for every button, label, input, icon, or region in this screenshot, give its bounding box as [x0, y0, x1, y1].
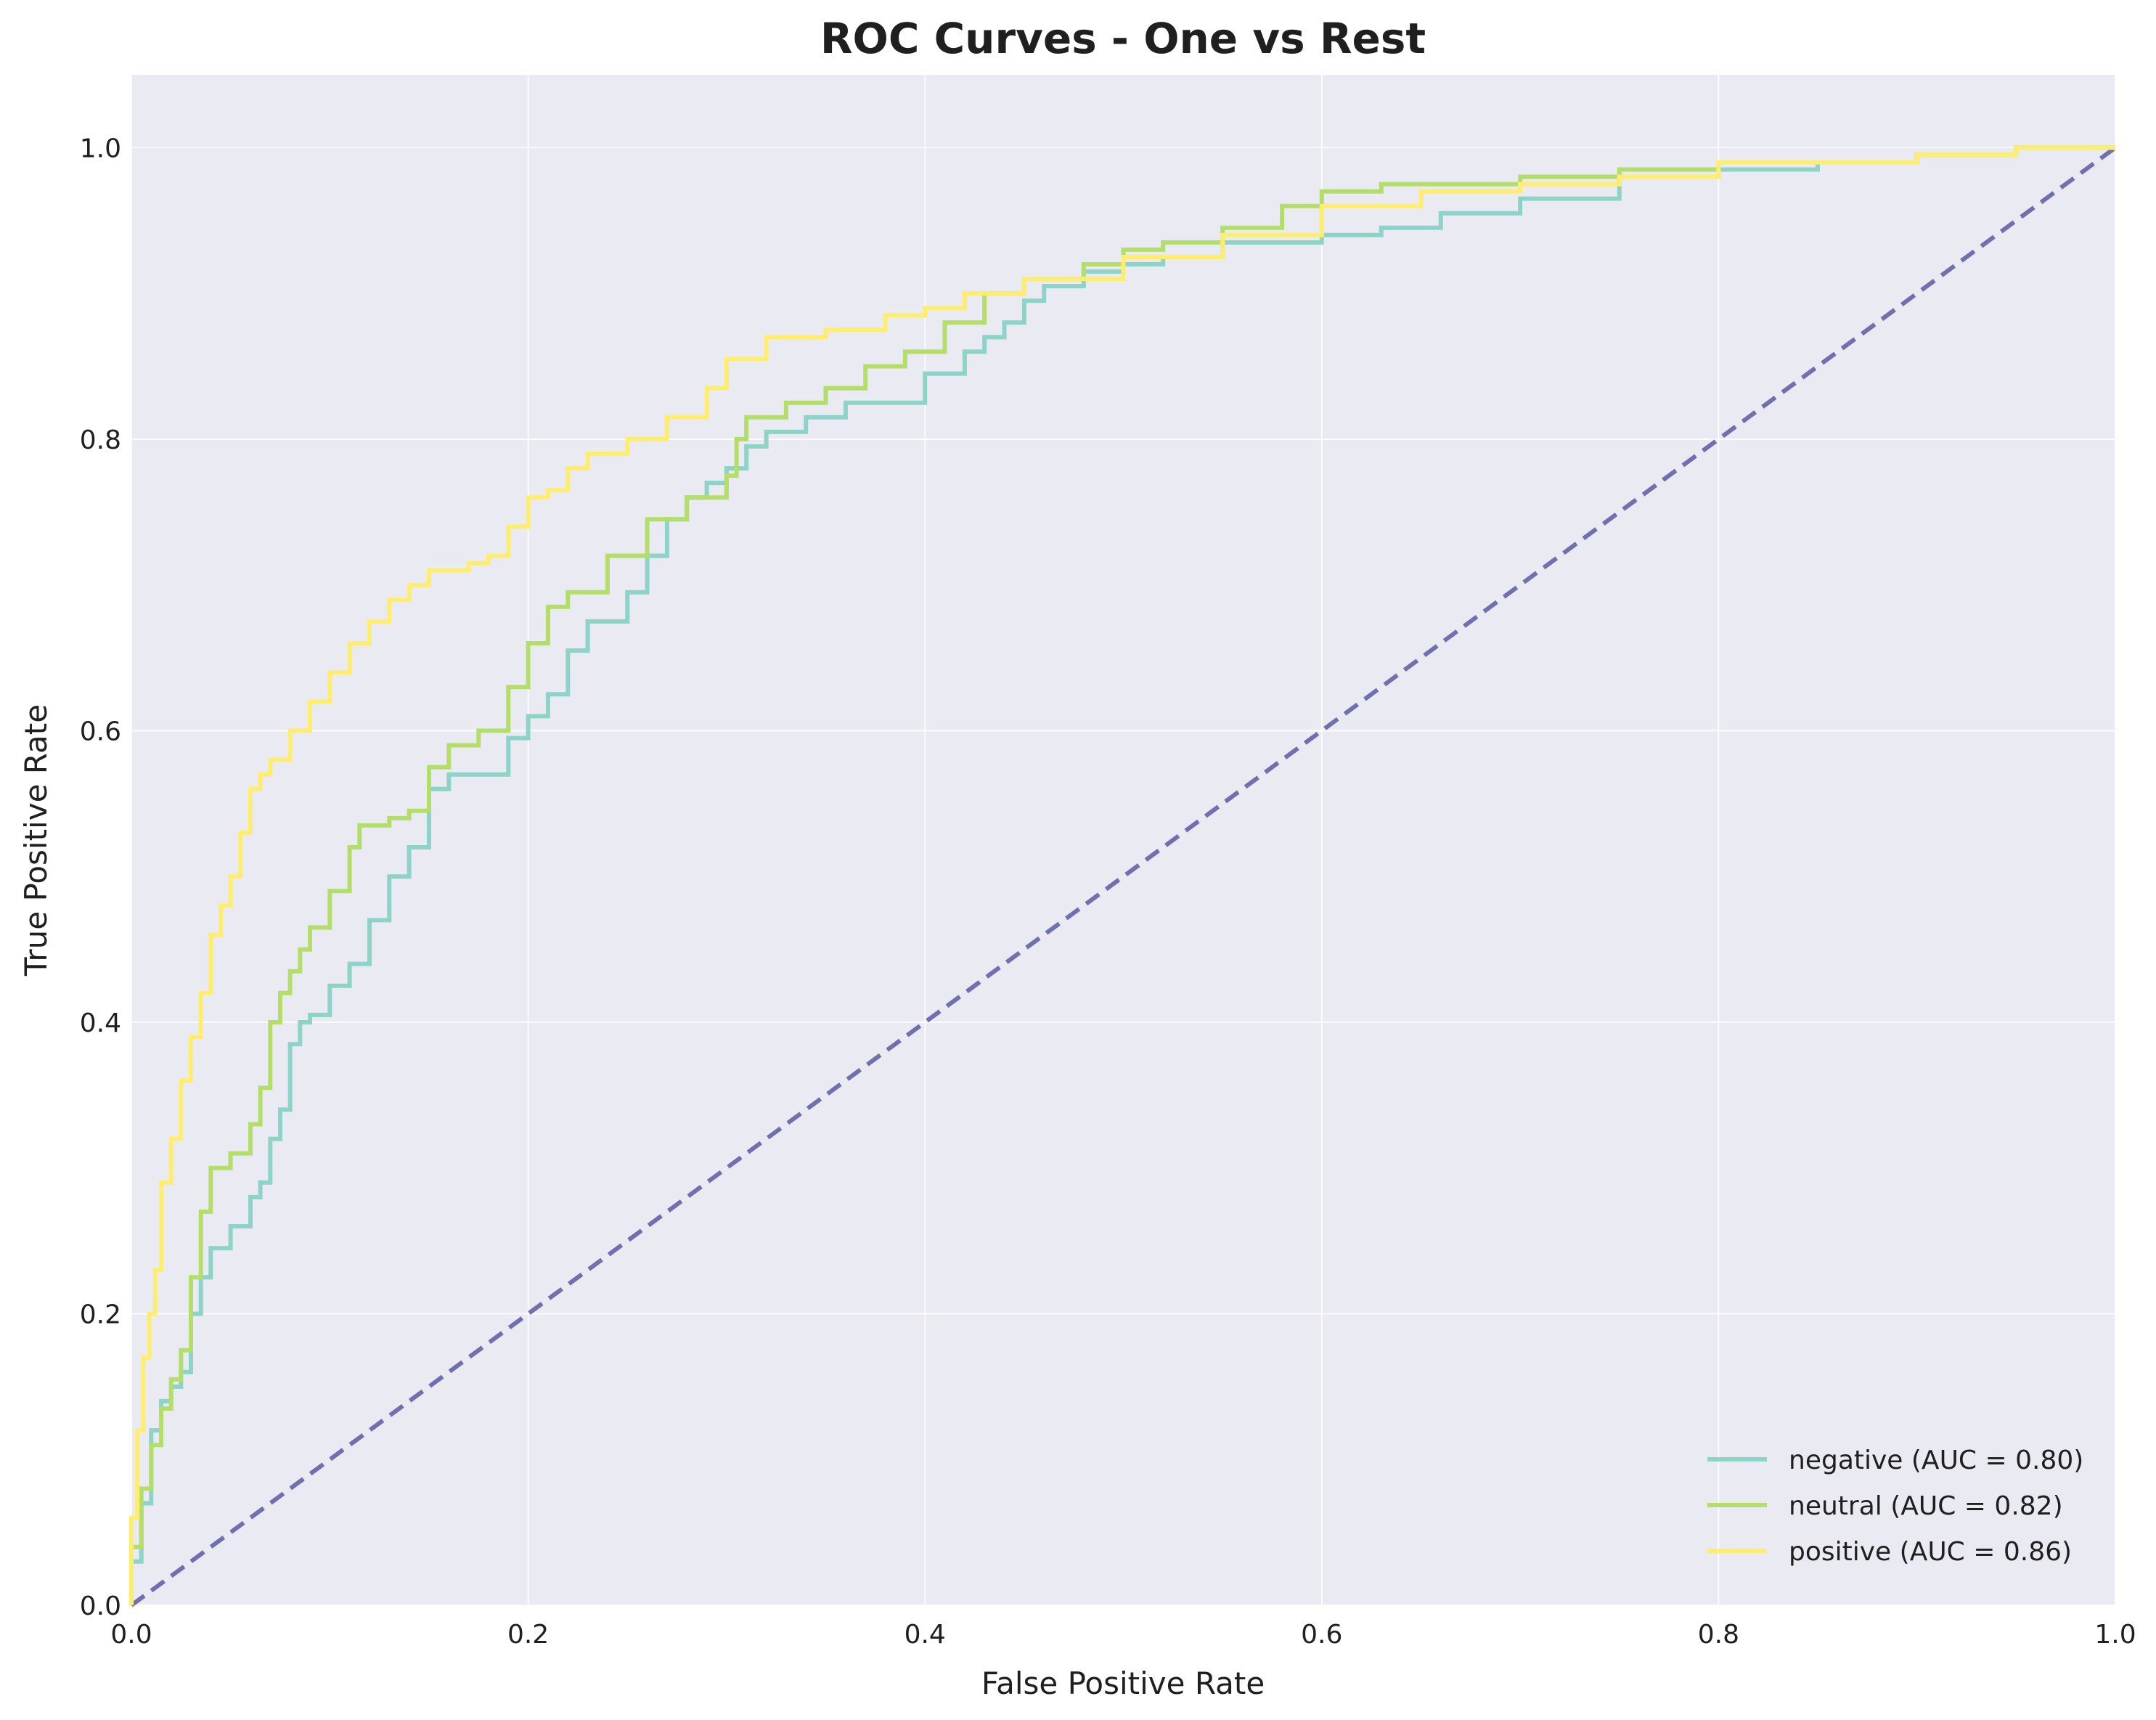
x-axis-label: False Positive Rate [981, 1666, 1265, 1701]
y-tick-label: 0.0 [80, 1591, 121, 1621]
y-axis-label: True Positive Rate [18, 704, 54, 977]
x-tick-label: 1.0 [2094, 1620, 2136, 1650]
x-tick-label: 0.0 [110, 1620, 152, 1650]
x-tick-label: 0.8 [1698, 1620, 1739, 1650]
x-tick-label: 0.6 [1301, 1620, 1342, 1650]
x-tick-label: 0.2 [507, 1620, 549, 1650]
x-tick-label: 0.4 [905, 1620, 946, 1650]
x-tick-labels: 0.0 0.2 0.4 0.6 0.8 1.0 [110, 1620, 2136, 1650]
y-tick-labels: 0.0 0.2 0.4 0.6 0.8 1.0 [80, 134, 121, 1621]
legend-label: positive (AUC = 0.86) [1789, 1537, 2072, 1567]
y-tick-label: 1.0 [80, 134, 121, 163]
legend-label: negative (AUC = 0.80) [1789, 1446, 2083, 1475]
y-tick-label: 0.4 [80, 1008, 121, 1038]
legend-label: neutral (AUC = 0.82) [1789, 1491, 2063, 1521]
y-tick-label: 0.6 [80, 717, 121, 746]
y-tick-label: 0.2 [80, 1300, 121, 1329]
y-tick-label: 0.8 [80, 425, 121, 455]
chart-title: ROC Curves - One vs Rest [820, 14, 1426, 63]
